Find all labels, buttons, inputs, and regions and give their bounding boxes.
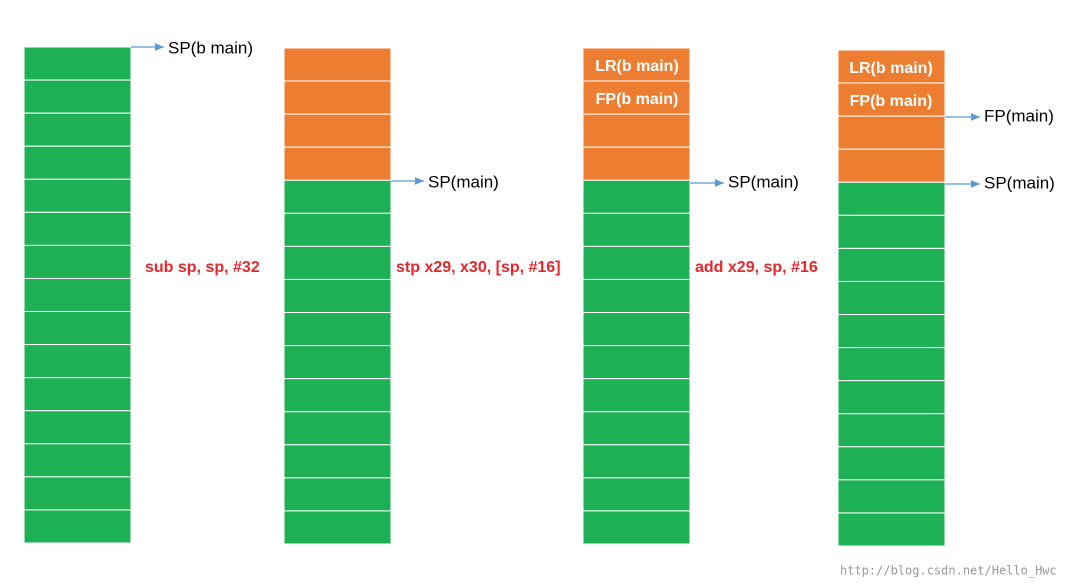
stack-cell xyxy=(23,410,132,445)
stack-cell xyxy=(283,146,392,181)
stack-cell xyxy=(283,411,392,446)
stack-cell xyxy=(837,49,946,84)
stack-cell xyxy=(582,179,691,214)
stack-cell xyxy=(283,212,392,247)
stack-cell xyxy=(283,278,392,314)
stack-cell xyxy=(837,446,946,481)
stack-cell xyxy=(582,378,691,413)
stack-cell xyxy=(23,509,132,544)
stack-cell xyxy=(582,80,691,115)
stack-cell xyxy=(283,444,392,479)
stack-cell xyxy=(23,277,132,313)
stack-cell xyxy=(283,80,392,115)
stack-cell xyxy=(283,113,392,148)
stack-cell xyxy=(23,112,132,147)
stack-cell xyxy=(582,146,691,181)
stack-cell xyxy=(283,179,392,214)
stack-cell xyxy=(582,477,691,512)
stack-cell xyxy=(837,82,946,117)
stack-cell xyxy=(837,413,946,448)
stack-cell xyxy=(837,148,946,183)
stack-cell xyxy=(582,212,691,247)
stack-cell xyxy=(23,211,132,246)
cell-label: LR(b main) xyxy=(595,58,679,75)
stack-cell xyxy=(283,345,392,380)
stack-cell xyxy=(582,312,691,347)
stack-cell xyxy=(23,46,132,81)
cell-label: FP(b main) xyxy=(596,91,679,108)
stack-cell xyxy=(283,477,392,512)
stack-cell xyxy=(837,214,946,249)
stack-cell xyxy=(23,311,132,346)
instruction: add x29, sp, #16 xyxy=(695,259,818,276)
stack-cell xyxy=(582,411,691,446)
stack-cell xyxy=(23,79,132,114)
stack-cell xyxy=(837,380,946,415)
stack-cell xyxy=(582,510,691,545)
stack-cell xyxy=(283,510,392,545)
stack-cell xyxy=(283,378,392,413)
watermark: http://blog.csdn.net/Hello_Hwc xyxy=(840,564,1057,578)
pointer-label: SP(b main) xyxy=(168,38,253,57)
pointer-label: SP(main) xyxy=(428,172,499,191)
stack-cell xyxy=(837,347,946,382)
pointer-label: SP(main) xyxy=(728,172,799,191)
stack-cell xyxy=(837,115,946,150)
stack-cell xyxy=(23,344,132,379)
stack-cell xyxy=(23,443,132,478)
stack-cell xyxy=(283,245,392,280)
stack-cell xyxy=(23,476,132,511)
cell-label: FP(b main) xyxy=(850,93,933,110)
stack-cell xyxy=(23,145,132,180)
stack-cell xyxy=(582,245,691,280)
stack-cell xyxy=(837,512,946,547)
stack-cell xyxy=(837,247,946,282)
stack-cell xyxy=(837,479,946,514)
cell-label: LR(b main) xyxy=(849,60,933,77)
stack-cell xyxy=(23,244,132,279)
stack-cell xyxy=(23,377,132,412)
stack-cell xyxy=(283,47,392,82)
pointer-label: FP(main) xyxy=(984,106,1054,125)
stack-cell xyxy=(283,312,392,347)
pointer-label: SP(main) xyxy=(984,173,1055,192)
stack-cell xyxy=(582,113,691,148)
stack-cell xyxy=(582,278,691,314)
instruction: sub sp, sp, #32 xyxy=(145,259,260,276)
stack-cell xyxy=(837,314,946,349)
stack-cell xyxy=(582,345,691,380)
stack-cell xyxy=(582,47,691,82)
stack-cell xyxy=(837,181,946,216)
stack-cell xyxy=(23,178,132,213)
stack-cell xyxy=(582,444,691,479)
stack-cell xyxy=(837,280,946,316)
instruction: stp x29, x30, [sp, #16] xyxy=(396,259,561,276)
